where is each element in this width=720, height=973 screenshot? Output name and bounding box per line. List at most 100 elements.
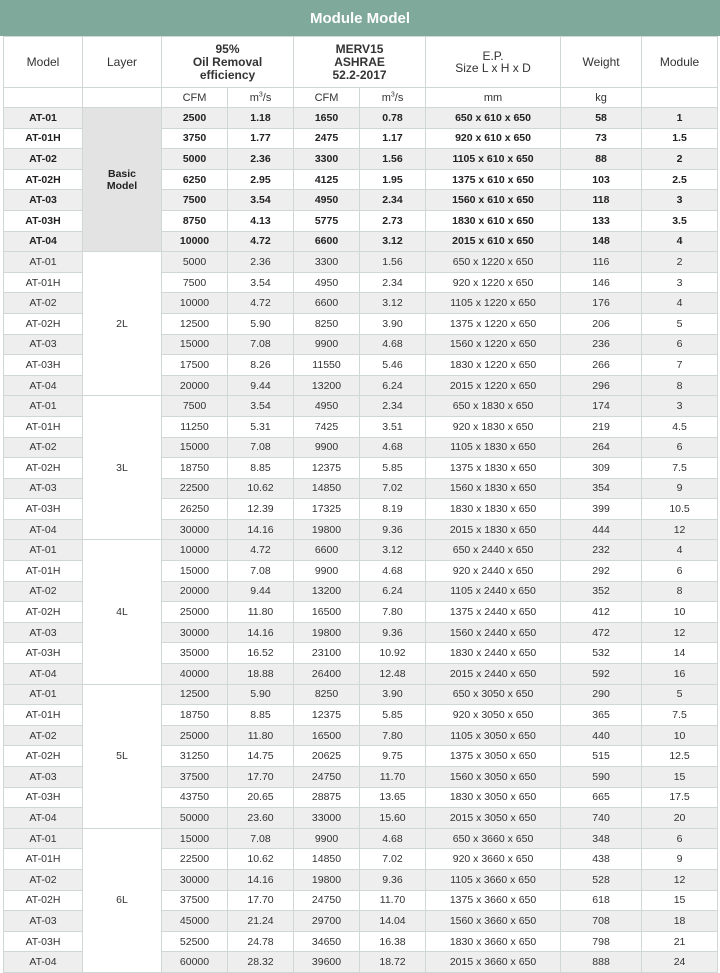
header-oil-line2: Oil Removal <box>192 54 263 69</box>
cell-module: 2 <box>641 251 719 273</box>
cell-model: AT-04 <box>3 807 83 829</box>
cell-merv-cfm: 14850 <box>293 477 361 500</box>
cell-merv-m3s: 3.51 <box>359 415 427 438</box>
cell-size: 650 x 3050 x 650 <box>425 683 562 706</box>
cell-model: AT-01H <box>3 704 83 726</box>
cell-module: 7.5 <box>641 704 719 726</box>
cell-model: AT-03 <box>3 621 83 644</box>
cell-merv-cfm: 4950 <box>293 189 361 211</box>
cell-weight: 740 <box>560 807 643 829</box>
cell-merv-cfm: 8250 <box>293 683 361 706</box>
cell-merv-m3s: 10.92 <box>359 642 427 665</box>
cell-merv-m3s: 2.34 <box>359 271 427 294</box>
table-row: AT-02 5000 2.36 3300 1.56 1105 x 610 x 650 88 2 <box>3 148 719 170</box>
cell-merv-cfm: 16500 <box>293 601 361 623</box>
cell-weight: 412 <box>560 601 643 623</box>
header-oil-line3: efficiency <box>199 67 256 82</box>
cell-weight: 146 <box>560 271 643 294</box>
cell-oil-m3s: 4.72 <box>226 539 295 562</box>
cell-merv-cfm: 29700 <box>293 910 361 932</box>
cell-layer: 2L <box>82 251 162 397</box>
cell-oil-m3s: 23.60 <box>226 807 295 829</box>
table-row: AT-04 10000 4.72 6600 3.12 2015 x 610 x 650 14… <box>3 230 719 253</box>
cell-layer: Basic Model <box>82 106 162 253</box>
cell-oil-m3s: 8.85 <box>226 457 295 479</box>
cell-size: 1105 x 3660 x 650 <box>425 868 562 891</box>
cell-size: 650 x 1220 x 650 <box>425 251 562 273</box>
cell-weight: 590 <box>560 766 643 788</box>
cell-merv-m3s: 16.38 <box>359 930 427 953</box>
unit-empty-model <box>3 87 83 108</box>
cell-oil-cfm: 22500 <box>161 477 228 500</box>
table-row: AT-02H 18750 8.85 12375 5.85 1375 x 1830 x 65… <box>3 457 719 479</box>
cell-merv-cfm: 12375 <box>293 704 361 726</box>
cell-model: AT-03H <box>3 786 83 809</box>
cell-model: AT-02 <box>3 580 83 603</box>
cell-weight: 309 <box>560 457 643 479</box>
header-weight: Weight <box>560 36 643 88</box>
cell-oil-cfm: 7500 <box>161 189 228 211</box>
cell-size: 1560 x 1830 x 650 <box>425 477 562 500</box>
cell-oil-cfm: 3750 <box>161 127 228 150</box>
cell-merv-cfm: 6600 <box>293 230 361 253</box>
cell-merv-m3s: 3.12 <box>359 230 427 253</box>
cell-model: AT-02 <box>3 436 83 459</box>
cell-merv-m3s: 1.17 <box>359 127 427 150</box>
cell-merv-cfm: 9900 <box>293 333 361 356</box>
cell-size: 1105 x 2440 x 650 <box>425 580 562 603</box>
cell-model: AT-01H <box>3 415 83 438</box>
cell-merv-m3s: 15.60 <box>359 807 427 829</box>
cell-size: 1375 x 1830 x 650 <box>425 457 562 479</box>
cell-size: 650 x 3660 x 650 <box>425 827 562 850</box>
cell-oil-cfm: 15000 <box>161 333 228 356</box>
cell-weight: 708 <box>560 910 643 932</box>
cell-model: AT-03H <box>3 642 83 665</box>
cell-module: 16 <box>641 663 719 685</box>
header-merv-line2: ASHRAE <box>334 54 385 69</box>
header-ep-line2: Size L x H x D <box>455 61 531 75</box>
cell-weight: 206 <box>560 312 643 335</box>
cell-size: 1375 x 610 x 650 <box>425 168 562 191</box>
cell-merv-m3s: 5.85 <box>359 457 427 479</box>
cell-merv-cfm: 8250 <box>293 312 361 335</box>
cell-merv-m3s: 3.12 <box>359 539 427 562</box>
cell-merv-m3s: 11.70 <box>359 889 427 912</box>
cell-model: AT-03H <box>3 354 83 376</box>
cell-model: AT-01 <box>3 683 83 706</box>
cell-merv-cfm: 17325 <box>293 498 361 520</box>
cell-model: AT-04 <box>3 663 83 685</box>
cell-merv-m3s: 11.70 <box>359 766 427 788</box>
cell-merv-m3s: 3.90 <box>359 312 427 335</box>
cell-merv-cfm: 16500 <box>293 724 361 747</box>
cell-weight: 103 <box>560 168 643 191</box>
cell-merv-cfm: 26400 <box>293 663 361 685</box>
cell-oil-m3s: 12.39 <box>226 498 295 520</box>
cell-size: 920 x 1220 x 650 <box>425 271 562 294</box>
table-row: AT-03H 35000 16.52 23100 10.92 1830 x 2440 x … <box>3 642 719 665</box>
cell-oil-cfm: 6250 <box>161 168 228 191</box>
cell-module: 20 <box>641 807 719 829</box>
cell-size: 2015 x 2440 x 650 <box>425 663 562 685</box>
cell-oil-cfm: 18750 <box>161 704 228 726</box>
header-merv-line3: 52.2-2017 <box>332 67 387 82</box>
cell-oil-cfm: 52500 <box>161 930 228 953</box>
cell-merv-m3s: 1.56 <box>359 148 427 170</box>
cell-module: 15 <box>641 889 719 912</box>
table-row: AT-01 4L 10000 4.72 6600 3.12 650 x 2440 x 650… <box>3 539 719 685</box>
cell-merv-m3s: 9.36 <box>359 518 427 541</box>
table-row: AT-04 50000 23.60 33000 15.60 2015 x 3050 x 6… <box>3 807 719 829</box>
cell-merv-cfm: 1650 <box>293 107 361 129</box>
cell-module: 8 <box>641 374 719 397</box>
cell-oil-cfm: 15000 <box>161 560 228 582</box>
cell-model: AT-01 <box>3 827 83 850</box>
cell-size: 920 x 1830 x 650 <box>425 415 562 438</box>
cell-merv-m3s: 7.80 <box>359 724 427 747</box>
cell-oil-m3s: 8.85 <box>226 704 295 726</box>
cell-oil-m3s: 11.80 <box>226 601 295 623</box>
table-row: AT-04 20000 9.44 13200 6.24 2015 x 1220 x 650… <box>3 374 719 397</box>
cell-merv-m3s: 6.24 <box>359 580 427 603</box>
cell-weight: 365 <box>560 704 643 726</box>
cell-size: 1560 x 1220 x 650 <box>425 333 562 356</box>
cell-model: AT-04 <box>3 951 83 973</box>
cell-oil-m3s: 9.44 <box>226 580 295 603</box>
